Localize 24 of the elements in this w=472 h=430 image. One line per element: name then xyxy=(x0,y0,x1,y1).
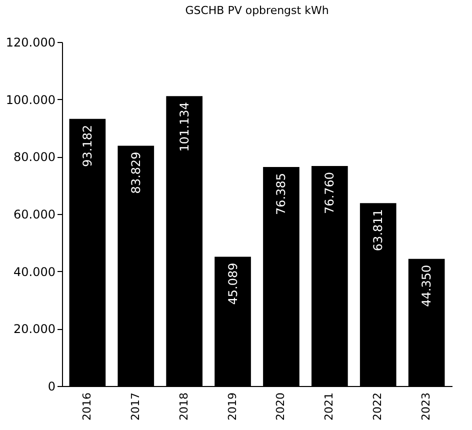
data-label: 63.811 xyxy=(371,209,386,252)
x-tick-label: 2019 xyxy=(226,392,239,420)
data-label: 93.182 xyxy=(80,124,94,167)
x-tick-label: 2018 xyxy=(177,392,190,420)
x-tick-label: 2016 xyxy=(80,392,94,420)
x-tick-label: 2021 xyxy=(322,392,336,420)
data-label: 83.829 xyxy=(128,152,143,194)
x-tick-label: 2023 xyxy=(420,392,433,420)
x-tick-label: 2022 xyxy=(371,392,384,420)
y-tick-label: 120.000 xyxy=(6,36,56,50)
y-tick-label: 60.000 xyxy=(14,208,56,222)
chart-title: GSCHB PV opbrengst kWh xyxy=(185,4,329,17)
data-label: 101.134 xyxy=(177,102,192,152)
y-tick-label: 20.000 xyxy=(14,322,56,336)
y-tick-label: 80.000 xyxy=(14,150,56,164)
x-tick-label: 2020 xyxy=(274,392,288,420)
data-label: 76.760 xyxy=(322,172,337,214)
y-tick-label: 100.000 xyxy=(6,92,56,107)
y-tick-label: 40.000 xyxy=(14,264,56,279)
x-tick-label: 2017 xyxy=(128,392,142,420)
data-label: 44.350 xyxy=(420,264,434,307)
y-tick-label: 0 xyxy=(48,380,56,394)
data-label: 76.385 xyxy=(274,173,288,216)
data-label: 45.089 xyxy=(226,262,240,305)
